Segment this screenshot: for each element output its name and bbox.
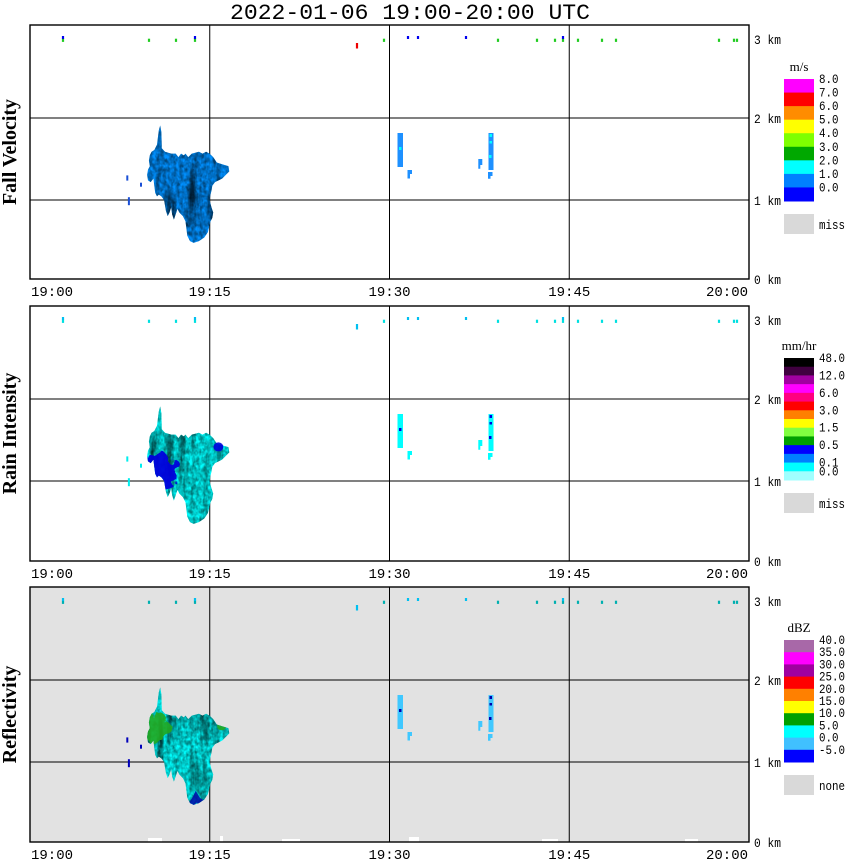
svg-text:19:45: 19:45	[548, 848, 590, 864]
svg-text:19:00: 19:00	[31, 848, 73, 864]
svg-text:2 km: 2 km	[754, 674, 781, 689]
svg-text:0.0: 0.0	[819, 464, 839, 479]
svg-text:3 km: 3 km	[754, 595, 781, 610]
svg-text:Rain Intensity: Rain Intensity	[0, 373, 21, 495]
svg-text:-5.0: -5.0	[819, 743, 845, 758]
svg-text:19:15: 19:15	[189, 848, 231, 864]
svg-text:3.0: 3.0	[819, 403, 839, 418]
svg-text:6.0: 6.0	[819, 386, 839, 401]
svg-text:2 km: 2 km	[754, 112, 781, 127]
svg-text:miss: miss	[819, 218, 845, 233]
svg-text:19:15: 19:15	[189, 285, 231, 301]
svg-text:3 km: 3 km	[754, 314, 781, 329]
svg-text:1.5: 1.5	[819, 421, 839, 436]
svg-text:2022-01-06 19:00-20:00 UTC: 2022-01-06 19:00-20:00 UTC	[230, 1, 590, 26]
svg-text:1 km: 1 km	[754, 475, 781, 490]
svg-text:20:00: 20:00	[706, 848, 748, 864]
svg-text:3 km: 3 km	[754, 33, 781, 48]
svg-text:none: none	[819, 779, 845, 794]
svg-text:dBZ: dBZ	[787, 620, 810, 635]
svg-text:0 km: 0 km	[754, 273, 781, 288]
svg-text:1 km: 1 km	[754, 194, 781, 209]
svg-text:19:00: 19:00	[31, 567, 73, 583]
svg-text:1 km: 1 km	[754, 756, 781, 771]
svg-text:20:00: 20:00	[706, 567, 748, 583]
svg-text:19:45: 19:45	[548, 567, 590, 583]
svg-text:0 km: 0 km	[754, 555, 781, 570]
svg-text:0 km: 0 km	[754, 836, 781, 851]
svg-text:12.0: 12.0	[819, 368, 845, 383]
svg-text:mm/hr: mm/hr	[782, 338, 817, 353]
svg-text:19:30: 19:30	[368, 285, 410, 301]
svg-text:20:00: 20:00	[706, 285, 748, 301]
svg-text:19:30: 19:30	[368, 848, 410, 864]
svg-text:19:15: 19:15	[189, 567, 231, 583]
svg-text:19:00: 19:00	[31, 285, 73, 301]
svg-text:m/s: m/s	[790, 59, 809, 74]
svg-text:Reflectivity: Reflectivity	[0, 666, 21, 764]
svg-text:0.5: 0.5	[819, 438, 839, 453]
svg-text:miss: miss	[819, 497, 845, 512]
svg-text:Fall Velocity: Fall Velocity	[0, 99, 21, 205]
svg-text:19:45: 19:45	[548, 285, 590, 301]
svg-text:19:30: 19:30	[368, 567, 410, 583]
svg-text:2 km: 2 km	[754, 393, 781, 408]
svg-text:48.0: 48.0	[819, 351, 845, 366]
svg-text:0.0: 0.0	[819, 180, 839, 195]
